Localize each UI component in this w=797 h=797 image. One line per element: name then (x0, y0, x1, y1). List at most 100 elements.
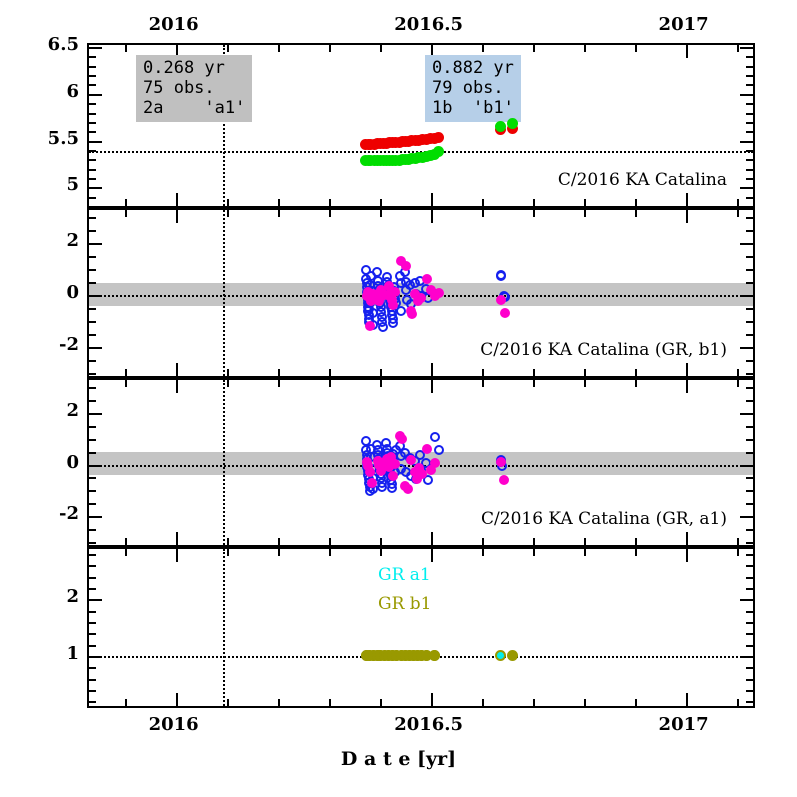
y-tick (89, 359, 96, 362)
y-tick (89, 93, 102, 96)
x-tick (583, 210, 586, 217)
x-tick-label-bottom-1: 2016.5 (394, 714, 464, 735)
x-tick (226, 699, 229, 706)
y-tick (89, 541, 96, 544)
panel-caption-oc-a1: C/2016 KA Catalina (GR, a1) (481, 509, 727, 529)
x-tick (583, 549, 586, 556)
y-tick (740, 346, 753, 349)
y-tick (746, 282, 753, 285)
data-point-oc-b1-0 (388, 318, 399, 328)
x-tick (634, 538, 637, 545)
data-point-oc-a1-1 (495, 457, 506, 468)
y-tick-label-oc-b1-1: 0 (66, 282, 79, 303)
data-point-oc-b1-1 (410, 288, 421, 299)
x-tick (226, 380, 229, 387)
y-tick (89, 65, 96, 68)
x-tick (124, 538, 127, 545)
x-tick (685, 210, 688, 223)
data-point-oc-b1-1 (375, 285, 386, 296)
y-tick-label-weights-1: 1 (66, 642, 79, 664)
y-tick (89, 159, 96, 162)
y-tick (89, 464, 102, 467)
y-tick-label-distance-1: 6 (66, 80, 79, 102)
y-tick (89, 599, 102, 602)
y-tick (746, 667, 753, 670)
data-point-oc-b1-0 (495, 271, 506, 282)
x-tick (685, 693, 688, 706)
panel-oc-b1 (87, 208, 755, 378)
y-tick-label-weights-0: 2 (66, 586, 79, 608)
x-tick (583, 538, 586, 545)
x-tick (277, 45, 280, 52)
x-tick (634, 699, 637, 706)
y-tick (746, 149, 753, 152)
x-tick (124, 45, 127, 52)
x-tick (634, 210, 637, 217)
x-tick (124, 380, 127, 387)
x-tick (124, 369, 127, 376)
y-tick-label-oc-b1-2: -2 (59, 333, 79, 355)
x-tick (481, 199, 484, 206)
x-tick (736, 538, 739, 545)
data-point-oc-a1-1 (383, 462, 394, 473)
y-tick (89, 400, 96, 403)
x-tick (328, 199, 331, 206)
a1-solution-box: 0.268 yr 75 obs. 2a 'a1' (136, 55, 253, 122)
data-point-oc-a1-1 (375, 465, 386, 476)
x-tick (583, 369, 586, 376)
x-tick-label-top-1: 2016.5 (394, 14, 464, 35)
data-point-oc-a1-1 (397, 434, 408, 445)
data-point-oc-b1-1 (388, 300, 399, 311)
data-point-oc-b1-1 (401, 260, 412, 271)
data-point-oc-a1-1 (365, 467, 376, 478)
x-tick (481, 549, 484, 556)
y-tick (89, 689, 96, 692)
data-point-oc-b1-1 (396, 256, 407, 267)
data-point-oc-b1-1 (389, 286, 400, 297)
data-point-oc-a1-1 (429, 458, 440, 469)
y-tick (89, 451, 96, 454)
data-point-oc-a1-0 (429, 432, 440, 443)
data-point-distance-0 (433, 131, 445, 143)
data-point-oc-a1-1 (367, 477, 377, 488)
x-tick (583, 45, 586, 52)
y-tick (746, 701, 753, 704)
y-tick (89, 269, 96, 272)
y-tick (746, 84, 753, 87)
panel-weights (87, 547, 755, 708)
x-tick (481, 210, 484, 217)
y-tick (89, 187, 102, 190)
x-tick (328, 210, 331, 217)
vertical-reference-line (222, 380, 225, 545)
y-tick (746, 438, 753, 441)
y-tick (89, 621, 96, 624)
data-point-oc-b1-1 (383, 280, 394, 291)
x-tick (532, 199, 535, 206)
x-tick (685, 380, 688, 393)
data-point-oc-a1-0 (387, 482, 398, 493)
y-tick (740, 187, 753, 190)
y-tick (89, 516, 102, 519)
x-tick (685, 532, 688, 545)
y-tick (740, 243, 753, 246)
y-tick (89, 84, 96, 87)
x-tick (379, 549, 382, 556)
y-tick (89, 528, 96, 531)
x-tick (175, 693, 178, 706)
data-point-weights-0 (495, 650, 506, 662)
y-tick (746, 121, 753, 124)
x-tick (430, 532, 433, 545)
y-tick (89, 56, 96, 59)
data-point-oc-a1-1 (389, 458, 400, 469)
y-tick (746, 333, 753, 336)
x-tick (634, 199, 637, 206)
y-tick (746, 553, 753, 556)
y-tick-label-oc-a1-0: 2 (66, 399, 79, 421)
y-tick (746, 610, 753, 613)
x-tick (175, 380, 178, 393)
y-tick (89, 256, 96, 259)
x-tick (430, 693, 433, 706)
y-tick (746, 633, 753, 636)
data-point-oc-a1-0 (423, 475, 434, 486)
x-tick (634, 45, 637, 52)
